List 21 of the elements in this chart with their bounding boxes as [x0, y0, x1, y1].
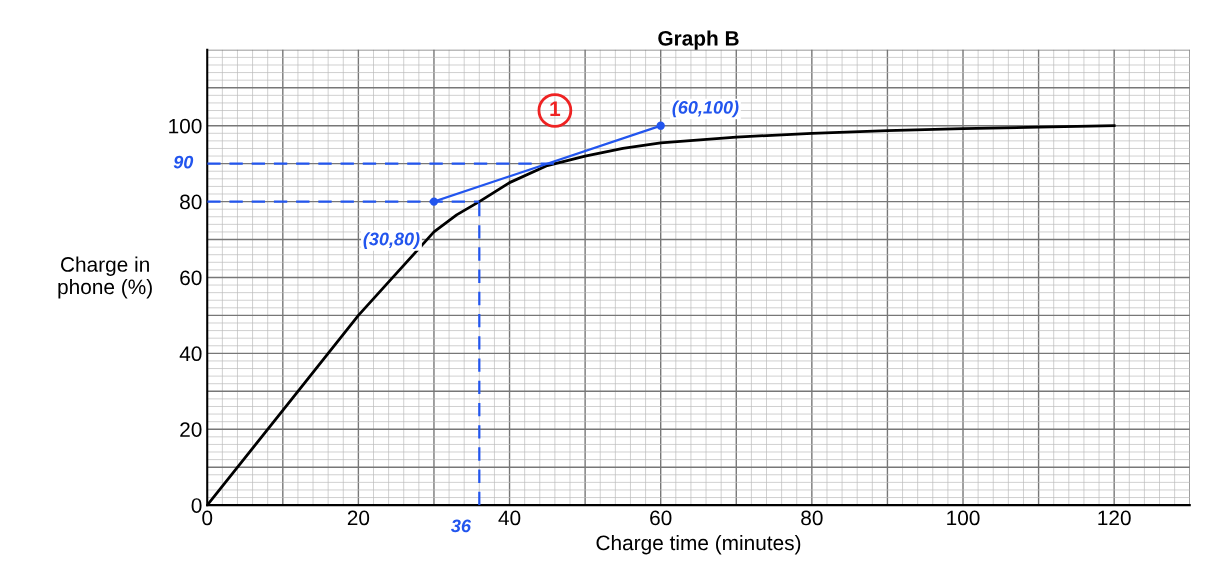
x-tick-label: 80	[801, 510, 823, 526]
annotation: (60,100)	[672, 100, 739, 118]
x-tick-label: 20	[347, 510, 370, 526]
y-tick-label: 60	[180, 270, 202, 286]
x-tick-label: 100	[947, 510, 980, 526]
annotation: 90	[173, 155, 194, 169]
chart-title: Graph B	[658, 30, 739, 50]
y-tick-label: 100	[169, 118, 202, 134]
annotation: (30,80)	[363, 232, 420, 249]
y-tick-label: 40	[179, 346, 202, 362]
x-tick-label: 0	[202, 510, 213, 526]
x-tick-label: 60	[650, 510, 672, 526]
y-tick-label: 0	[191, 498, 202, 513]
x-tick-label: 120	[1098, 510, 1131, 526]
y-axis-title: Charge in phone (%)	[58, 256, 152, 299]
annotation: 36	[451, 519, 472, 533]
annotation: 1	[550, 101, 561, 116]
x-axis-title: Charge time (minutes)	[596, 534, 801, 555]
y-tick-label: 80	[180, 194, 202, 210]
y-tick-label: 20	[180, 422, 202, 437]
x-tick-label: 40	[498, 510, 521, 526]
